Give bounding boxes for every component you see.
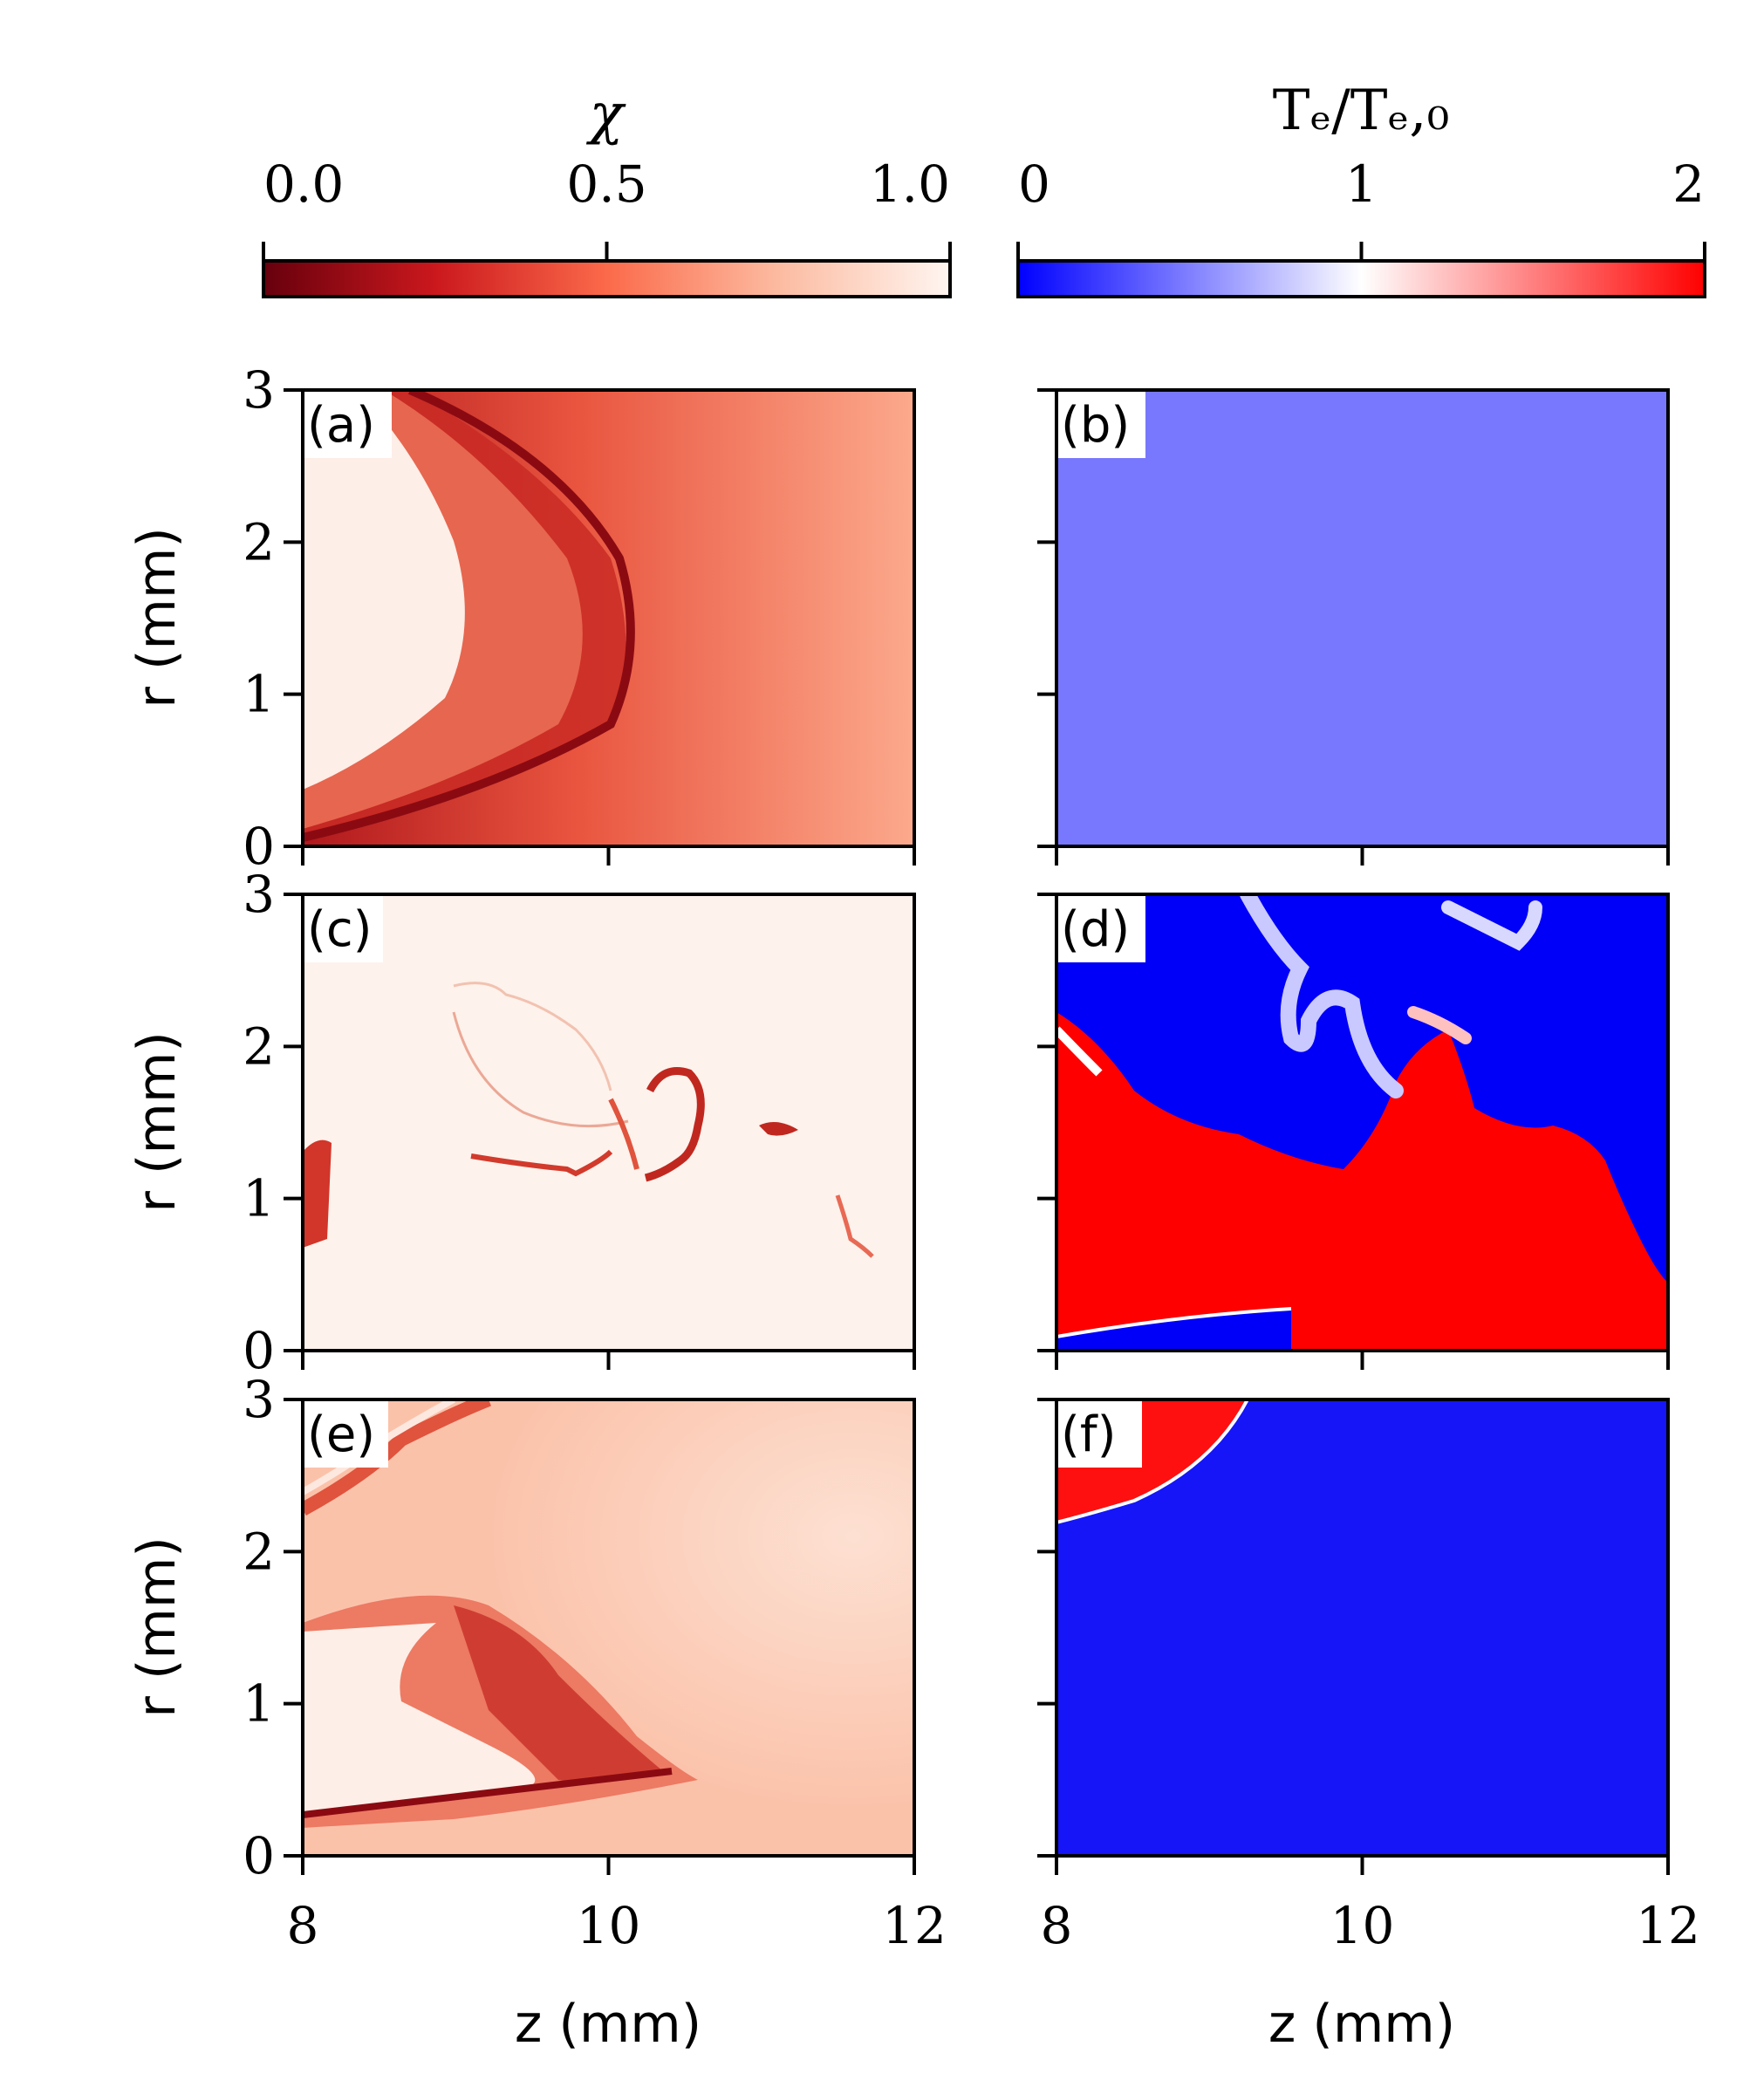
panel-c-filament-mid	[608, 1098, 639, 1170]
panel-d-mix-filament-3	[1407, 1006, 1472, 1044]
panel-c-left-patch	[303, 1139, 332, 1248]
y-tick-label: 2	[243, 512, 275, 571]
colorbar-1-tick-label: 2	[1672, 154, 1705, 214]
panel-b: (b)	[1055, 388, 1670, 848]
panel-d-mix-left	[1056, 1026, 1103, 1077]
x-tick-label: 8	[1041, 1896, 1073, 1955]
x-tick-label: 12	[1636, 1896, 1700, 1955]
y-tick-label: 0	[243, 1321, 275, 1380]
y-tick-label: 0	[243, 1826, 275, 1885]
x-tick-label: 10	[577, 1896, 641, 1955]
colorbar-0-tick-label: 0.0	[263, 154, 344, 214]
colorbar-0-tick-label: 0.5	[566, 154, 646, 214]
axis-titles: r (mm) r (mm) r (mm) z (mm) z (mm)	[126, 527, 1455, 2055]
x-tick-label: 10	[1330, 1896, 1395, 1955]
panel-f-label: (f)	[1061, 1406, 1116, 1463]
panel-c-faint-filament-2	[452, 1011, 629, 1128]
y-tick-label: 2	[243, 1016, 275, 1076]
panel-c-faint-filament	[453, 982, 612, 1091]
panel-a-label: (a)	[307, 397, 375, 454]
panel-b-label-bg	[1058, 392, 1145, 458]
ylabel-row-3: r (mm)	[126, 1536, 188, 1717]
xlabel-left: z (mm)	[515, 1994, 701, 2055]
panel-c-background	[303, 894, 914, 1351]
colorbar-chi-ticks: 0.0 0.5 1.0	[262, 154, 952, 261]
panel-c-label-bg	[304, 896, 383, 962]
panel-d-mix-filament	[1240, 894, 1404, 1098]
colorbar-0-tick-label: 1.0	[870, 154, 950, 214]
colorbar-chi-gradient	[262, 259, 952, 298]
x-tick-label: 8	[287, 1896, 319, 1955]
y-tick-label: 1	[243, 665, 275, 724]
panel-d-edge	[1056, 1307, 1292, 1338]
ylabel-row-1: r (mm)	[126, 527, 188, 708]
panel-e-top-arc	[303, 1399, 491, 1516]
panel-c-label: (c)	[307, 901, 372, 958]
panel-c: (c)	[301, 893, 916, 1352]
colorbar-te-title: Tₑ/Tₑ,₀	[1273, 79, 1450, 143]
colorbar-te-ticks: 0 1 2	[1016, 154, 1706, 261]
panel-e-core	[303, 1623, 536, 1813]
ylabel-row-2: r (mm)	[126, 1031, 188, 1212]
panel-f: (f)	[1055, 1398, 1670, 1858]
y-tick-label: 3	[243, 360, 275, 420]
y-tick-label: 2	[243, 1522, 275, 1581]
panel-e: (e)	[301, 1398, 916, 1858]
y-tick-label: 3	[243, 865, 275, 924]
panel-c-blob	[759, 1122, 798, 1136]
panel-a-core	[303, 390, 465, 790]
panel-c-filament-dark	[644, 1067, 705, 1182]
panel-d: (d)	[1055, 893, 1670, 1352]
colorbar-te-gradient	[1016, 259, 1706, 298]
panel-e-dark-region	[454, 1605, 663, 1783]
panel-a: (a)	[301, 388, 916, 848]
panel-e-bottom-line	[303, 1768, 673, 1818]
panel-d-hot-region	[1056, 1012, 1668, 1351]
panel-f-label-bg	[1058, 1401, 1142, 1468]
panel-b-label: (b)	[1061, 397, 1130, 454]
panel-d-label-bg	[1058, 896, 1145, 962]
panel-a-label-bg	[304, 392, 392, 458]
panel-d-label: (d)	[1061, 901, 1130, 958]
panel-e-label-bg	[304, 1401, 388, 1468]
panel-a-front-line	[303, 390, 635, 842]
y-tick-label: 1	[243, 1674, 275, 1734]
colorbar-te: Tₑ/Tₑ,₀ 0 1 2	[1016, 79, 1706, 298]
y-tick-label: 1	[243, 1169, 275, 1228]
y-tick-label: 3	[243, 1370, 275, 1429]
xlabel-right: z (mm)	[1268, 1994, 1455, 2055]
panel-e-label: (e)	[307, 1406, 375, 1463]
colorbar-chi: χ 0.0 0.5 1.0	[262, 82, 952, 298]
y-tick-label: 0	[243, 817, 275, 876]
panel-b-background	[1056, 390, 1668, 846]
colorbar-1-tick-label: 0	[1018, 154, 1050, 214]
panel-d-mix-filament-2	[1441, 900, 1542, 951]
colorbar-chi-title: χ	[586, 82, 626, 147]
panel-f-edge	[1056, 1399, 1249, 1524]
colorbar-1-tick-label: 1	[1345, 154, 1378, 214]
panel-c-filament-right	[835, 1194, 874, 1258]
panel-c-filament-red	[470, 1149, 613, 1177]
x-tick-label: 12	[882, 1896, 947, 1955]
